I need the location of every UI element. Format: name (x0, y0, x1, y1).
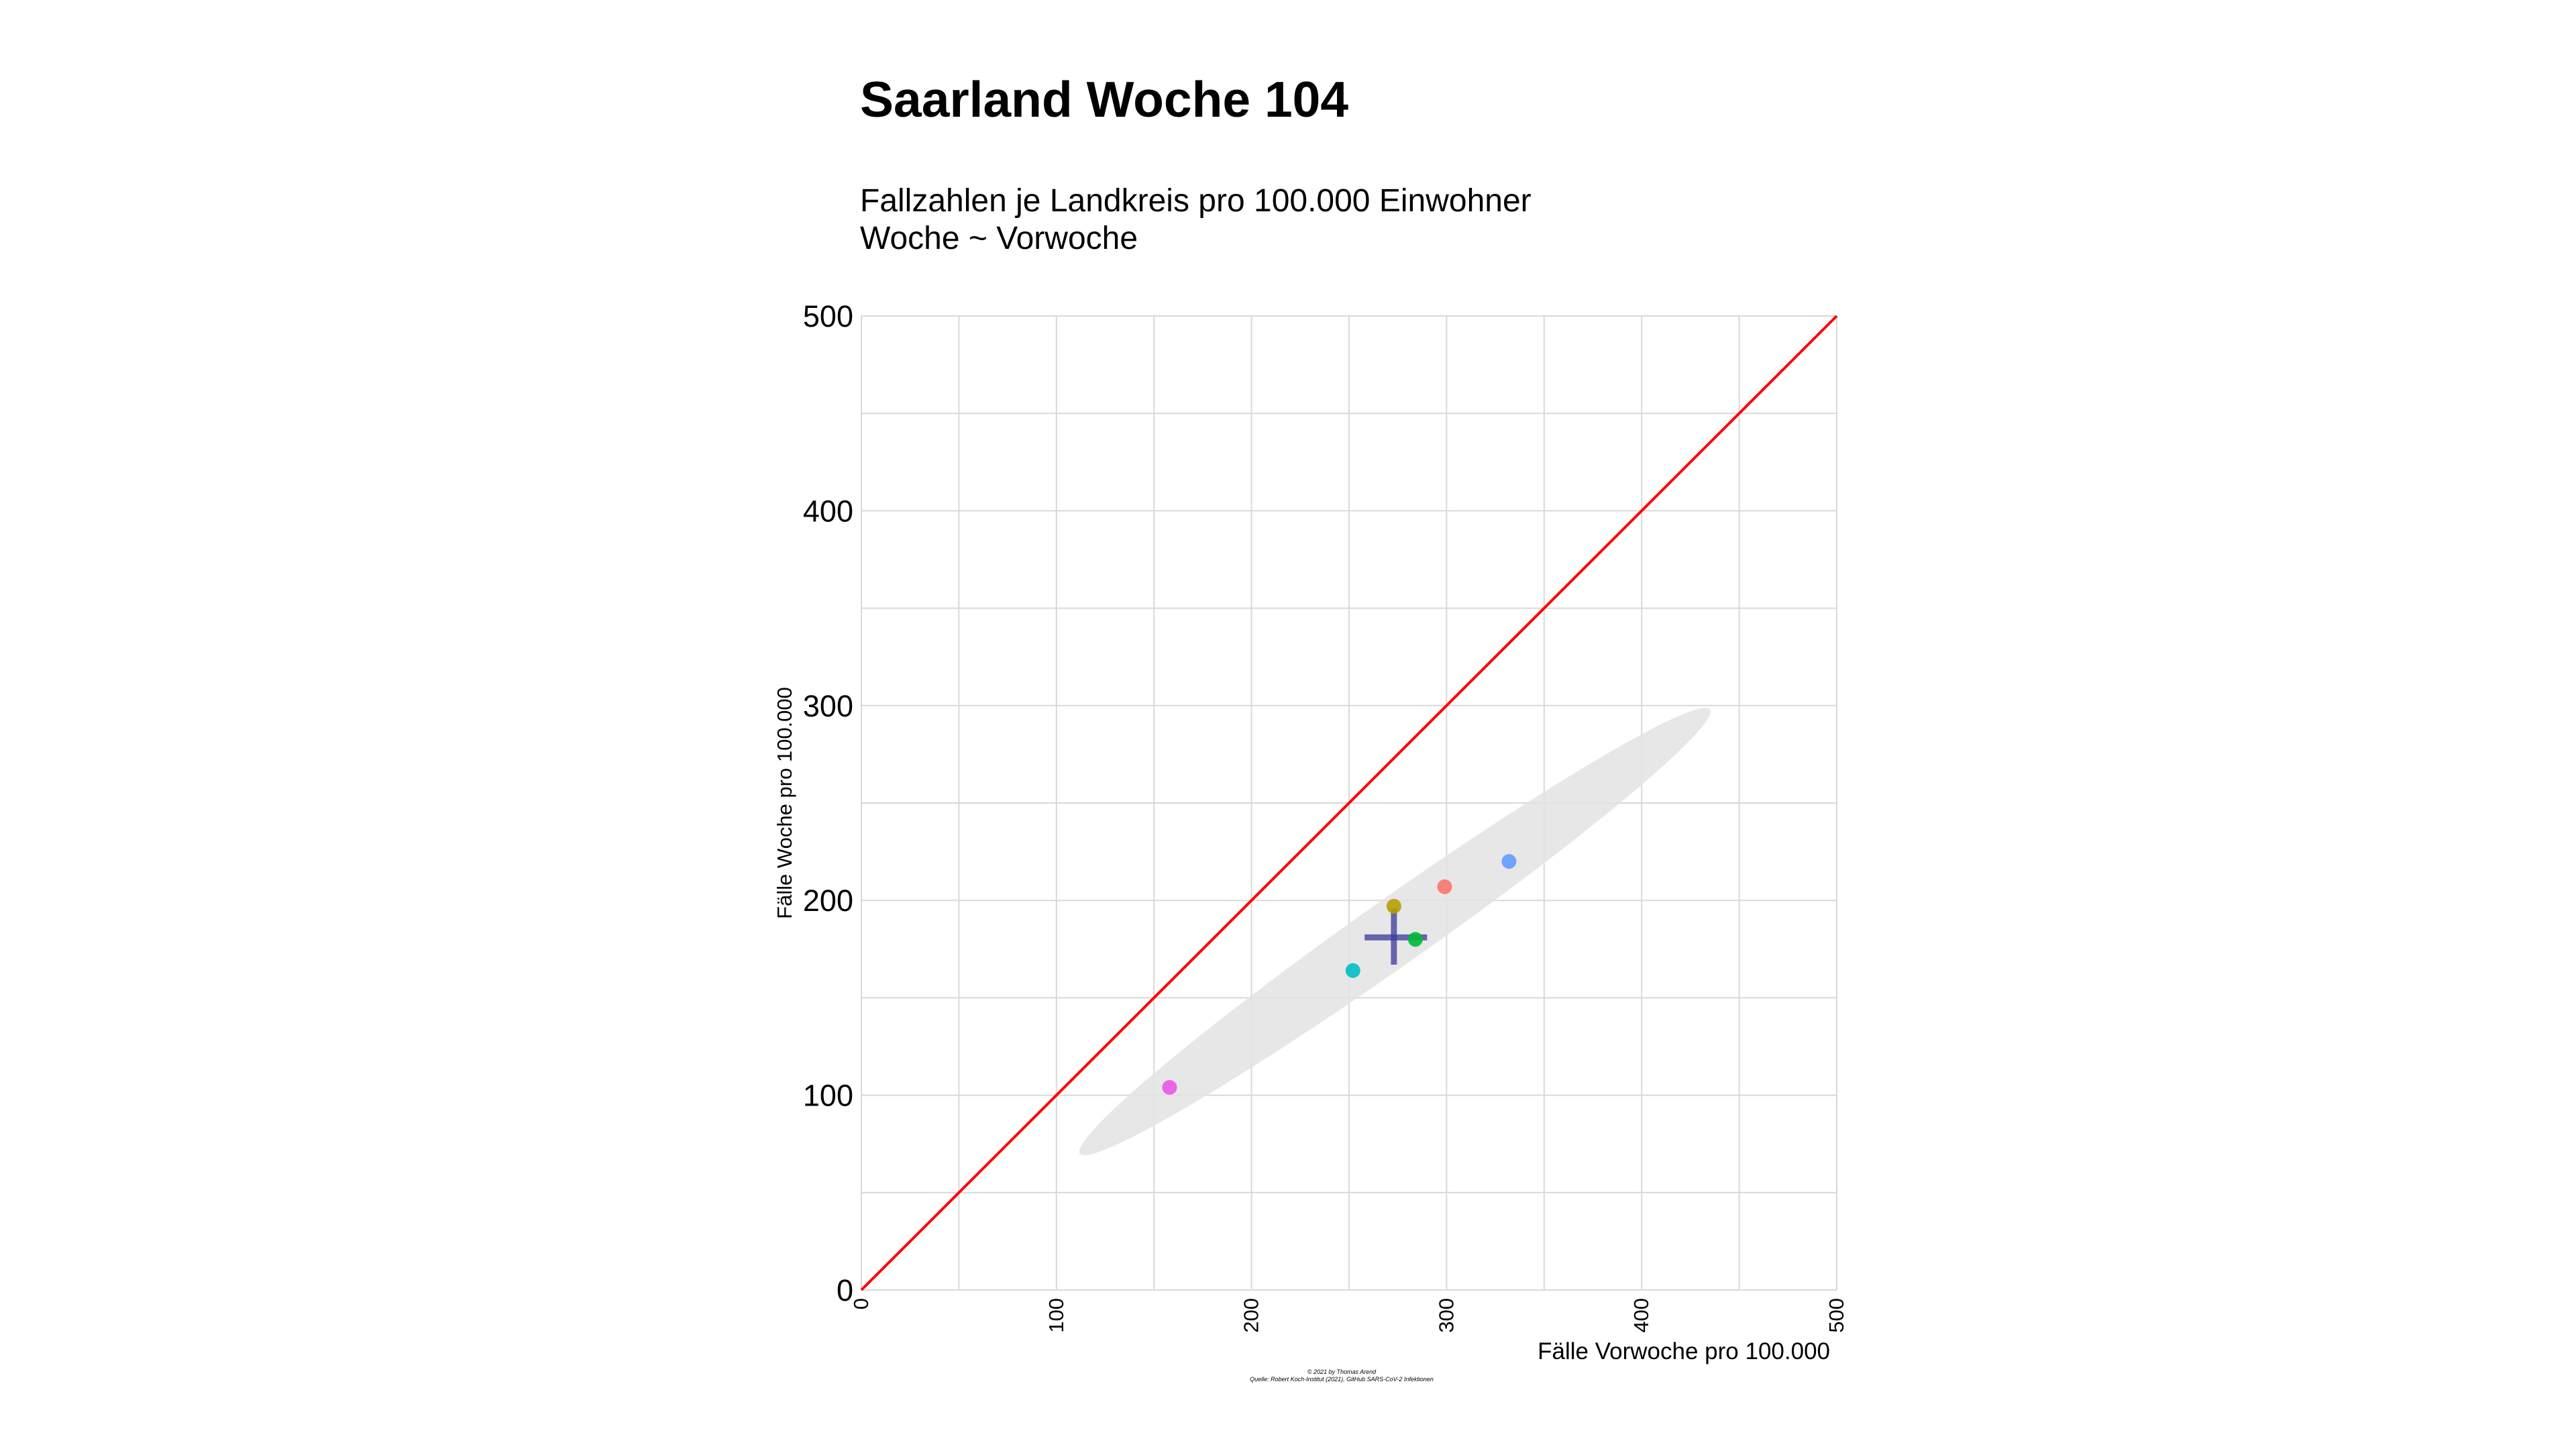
data-point (1501, 854, 1517, 869)
caption-copyright: © 2021 by Thomas Arend (1307, 1368, 1377, 1375)
y-tick-label: 200 (803, 883, 853, 918)
y-tick-label: 0 (837, 1273, 853, 1307)
data-point (1162, 1079, 1177, 1095)
axis-ticks: 0 100 200 300 400 500 0 100 200 300 400 500 (803, 299, 1848, 1333)
data-point (1437, 879, 1452, 894)
subtitle-line-1: Fallzahlen je Landkreis pro 100.000 Einw… (860, 183, 1532, 219)
y-tick-label: 500 (803, 299, 853, 333)
x-tick-label: 300 (1434, 1298, 1458, 1333)
diagonal-reference-line (860, 315, 1838, 1291)
y-axis-label: Fälle Woche pro 100.000 (773, 687, 796, 919)
x-tick-label: 500 (1825, 1298, 1848, 1333)
y-tick-label: 300 (803, 689, 853, 723)
x-tick-label: 400 (1629, 1298, 1653, 1333)
subtitle-line-2: Woche ~ Vorwoche (860, 221, 1138, 256)
grid-lines (861, 315, 1837, 1291)
reference-line-layer (860, 315, 1838, 1291)
y-tick-label: 100 (803, 1079, 853, 1113)
data-point (1345, 963, 1360, 978)
x-tick-label: 200 (1240, 1298, 1263, 1333)
x-axis-label: Fälle Vorwoche pro 100.000 (1538, 1338, 1830, 1364)
chart-title: Saarland Woche 104 (860, 71, 1349, 127)
data-point (1407, 932, 1423, 947)
data-point (1386, 898, 1401, 914)
chart-subtitle: Fallzahlen je Landkreis pro 100.000 Einw… (860, 182, 1532, 258)
y-tick-label: 400 (803, 494, 853, 528)
data-points (1162, 854, 1517, 1095)
x-tick-label: 0 (849, 1298, 873, 1309)
caption-source: Quelle: Robert Koch-Institut (2021), Git… (1250, 1376, 1434, 1383)
source-caption: © 2021 by Thomas Arend Quelle: Robert Ko… (1140, 1368, 1543, 1383)
x-tick-label: 100 (1044, 1298, 1068, 1333)
